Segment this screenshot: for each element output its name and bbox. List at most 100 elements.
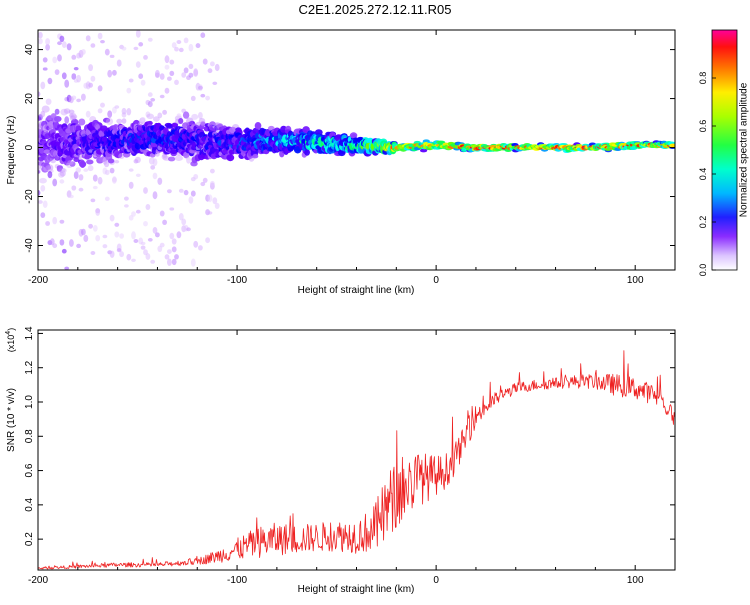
spectrogram-cell — [54, 116, 62, 122]
spectrogram-cell — [40, 110, 46, 118]
snr-plot-area — [38, 330, 675, 570]
spectrogram-cell — [105, 118, 114, 125]
snr-y-tick-label: 1.4 — [24, 326, 35, 340]
spectrogram-cell — [164, 254, 170, 260]
snr-x-tick-label: 0 — [433, 575, 439, 586]
spectrogram-cell — [188, 196, 194, 204]
spectrogram-cell — [135, 30, 141, 38]
spectrogram-x-tick-label: -100 — [227, 275, 247, 286]
spectrogram-cell — [112, 69, 117, 76]
spectrogram-cell — [145, 204, 151, 210]
spectrogram-cell — [40, 212, 46, 219]
spectrogram-cell — [126, 108, 132, 116]
spectrogram-cell — [109, 214, 115, 222]
spectrogram-cell — [81, 93, 86, 101]
spectrogram-cell — [207, 194, 213, 203]
spectrogram-cell — [103, 160, 110, 168]
snr-x-axis-label: Height of straight line (km) — [298, 584, 415, 595]
spectrogram-cell — [205, 237, 211, 244]
spectrogram-cell — [88, 223, 93, 229]
spectrogram-cell — [88, 149, 93, 153]
spectrogram-cell — [140, 241, 146, 246]
colorbar-tick-label: 0.4 — [698, 168, 708, 181]
spectrogram-cell — [42, 57, 48, 63]
spectrogram-cell — [78, 174, 84, 181]
spectrogram-cell — [61, 248, 67, 254]
spectrogram-cell — [193, 240, 199, 248]
spectrogram-cell — [134, 156, 141, 164]
spectrogram-cell — [133, 46, 139, 51]
spectrogram-cell — [70, 114, 78, 120]
spectrogram-x-tick-label: 100 — [627, 275, 644, 286]
spectrogram-cell — [193, 174, 199, 180]
spectrogram-cell — [169, 232, 175, 240]
spectrogram-cell — [52, 56, 58, 64]
spectrogram-cell — [171, 238, 177, 245]
spectrogram-cell — [124, 204, 129, 208]
spectrogram-cell — [210, 180, 215, 187]
colorbar-scale — [711, 29, 738, 271]
snr-y-tick-label: 1.2 — [24, 360, 35, 374]
spectrogram-cell — [166, 123, 174, 129]
snr-y-multiplier-exponent: 4 — [5, 331, 12, 335]
spectrogram-cell — [147, 92, 153, 97]
spectrogram-cell — [174, 155, 183, 161]
spectrogram-cell — [47, 171, 53, 179]
snr-x-tick-label: -200 — [28, 575, 48, 586]
spectrogram-cell — [314, 129, 323, 136]
spectrogram-cell — [147, 238, 153, 242]
spectrogram-cell — [56, 166, 63, 172]
spectrogram-cell — [169, 207, 175, 211]
spectrogram-cell — [150, 98, 156, 102]
spectrogram-y-axis-label: Frequency (Hz) — [6, 116, 17, 185]
spectrogram-cell — [78, 118, 86, 126]
spectrogram-cell — [183, 37, 189, 44]
spectrogram-cell — [104, 196, 110, 201]
spectrogram-cell — [159, 242, 165, 248]
spectrogram-cell — [69, 161, 76, 167]
spectrogram-cell — [95, 208, 101, 216]
spectrogram-cell — [100, 125, 108, 132]
spectrogram-cell — [207, 211, 213, 215]
spectrogram-cell — [95, 235, 101, 242]
spectrogram-cell — [58, 171, 65, 178]
spectrogram-cell — [114, 105, 120, 109]
spectrogram-cell — [71, 73, 77, 80]
spectrogram-cell — [73, 171, 79, 180]
spectrogram-cell — [150, 165, 156, 170]
spectrogram-cell — [38, 170, 41, 174]
spectrogram-cell — [97, 32, 103, 40]
spectrogram-cell — [52, 216, 58, 225]
spectrogram-cell — [85, 110, 91, 118]
snr-x-tick-label: -100 — [227, 575, 247, 586]
spectrogram-cell — [190, 258, 196, 267]
spectrogram-cell — [121, 118, 127, 124]
spectrogram-cell — [186, 117, 194, 126]
spectrogram-cell — [102, 234, 108, 239]
spectrogram-cell — [131, 211, 136, 217]
spectrogram-cell — [121, 46, 127, 51]
spectrogram-cell — [71, 95, 77, 101]
spectrogram-cell — [76, 243, 81, 249]
spectrogram-cell — [145, 111, 151, 118]
spectrogram-x-axis-label: Height of straight line (km) — [298, 285, 415, 296]
spectrogram-cell — [59, 239, 65, 246]
spectrogram-cell — [143, 55, 148, 60]
spectrogram-cell — [147, 37, 153, 42]
spectrogram-cell — [143, 221, 148, 227]
spectrogram-cell — [102, 244, 108, 249]
spectrogram-cell — [198, 245, 203, 251]
spectrogram-cell — [212, 197, 218, 205]
spectrogram-cell — [162, 109, 168, 115]
snr-x-tick-label: 100 — [627, 575, 644, 586]
spectrogram-cell — [75, 167, 82, 173]
spectrogram-cell — [90, 198, 96, 203]
spectrogram-cell — [176, 231, 182, 239]
spectrogram-cell — [183, 67, 189, 74]
spectrogram-cell — [76, 98, 81, 103]
spectrogram-cell — [171, 246, 177, 253]
snr-panel: -200 -100 0 100 0.2 0.4 0.6 0.8 1.0 1.2 1.4 Height… — [5, 326, 676, 595]
spectrogram-cell — [198, 85, 203, 90]
